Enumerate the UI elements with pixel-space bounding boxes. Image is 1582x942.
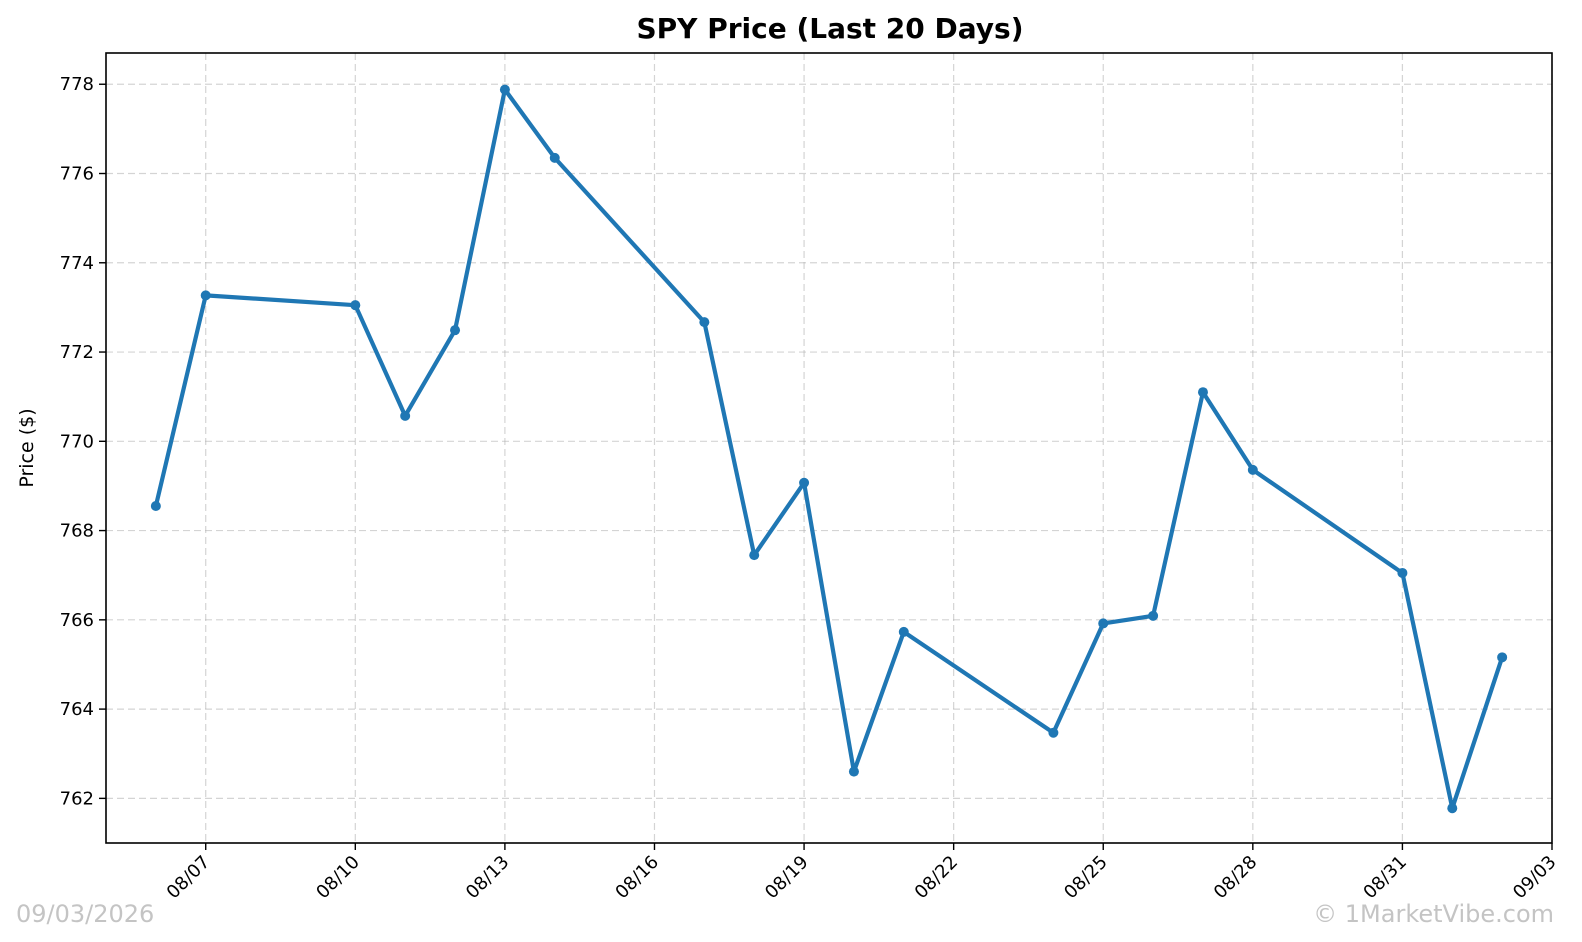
price-line — [153, 87, 1505, 811]
y-tick-label: 768 — [60, 521, 94, 542]
series-layer — [150, 84, 1508, 814]
copyright-text: © 1MarketVibe.com — [1313, 900, 1554, 928]
y-axis-ticks: 762 764 766 768 770 772 774 776 778 — [60, 74, 106, 809]
price-point — [799, 477, 810, 488]
grid-lines — [106, 53, 1553, 843]
price-point — [898, 626, 909, 637]
y-axis-label: Price ($) — [16, 408, 38, 487]
price-point — [749, 550, 760, 561]
y-tick-label: 776 — [60, 164, 94, 185]
price-point — [1148, 610, 1159, 621]
price-point — [400, 410, 411, 421]
price-point — [1197, 387, 1208, 398]
plot-frame — [105, 52, 1553, 844]
price-point — [1048, 727, 1059, 738]
price-point — [350, 300, 361, 311]
y-tick-label: 770 — [60, 431, 94, 452]
y-tick-label: 762 — [60, 788, 94, 809]
y-tick-label: 764 — [60, 699, 94, 720]
y-tick-label: 772 — [60, 342, 94, 363]
price-point — [150, 501, 161, 512]
price-point — [499, 84, 510, 95]
price-point — [1247, 464, 1258, 475]
price-point — [1098, 618, 1109, 629]
price-point — [200, 290, 211, 301]
y-tick-label: 778 — [60, 74, 94, 95]
price-point — [549, 152, 560, 163]
price-point — [848, 766, 859, 777]
y-tick-label: 774 — [60, 253, 94, 274]
price-point — [1397, 567, 1408, 578]
date-stamp: 09/03/2026 — [16, 900, 154, 928]
price-point — [450, 325, 461, 336]
price-point — [1497, 652, 1508, 663]
price-point — [699, 317, 710, 328]
chart-title: SPY Price (Last 20 Days) — [636, 12, 1023, 45]
price-point — [1447, 803, 1458, 814]
y-tick-label: 766 — [60, 610, 94, 631]
